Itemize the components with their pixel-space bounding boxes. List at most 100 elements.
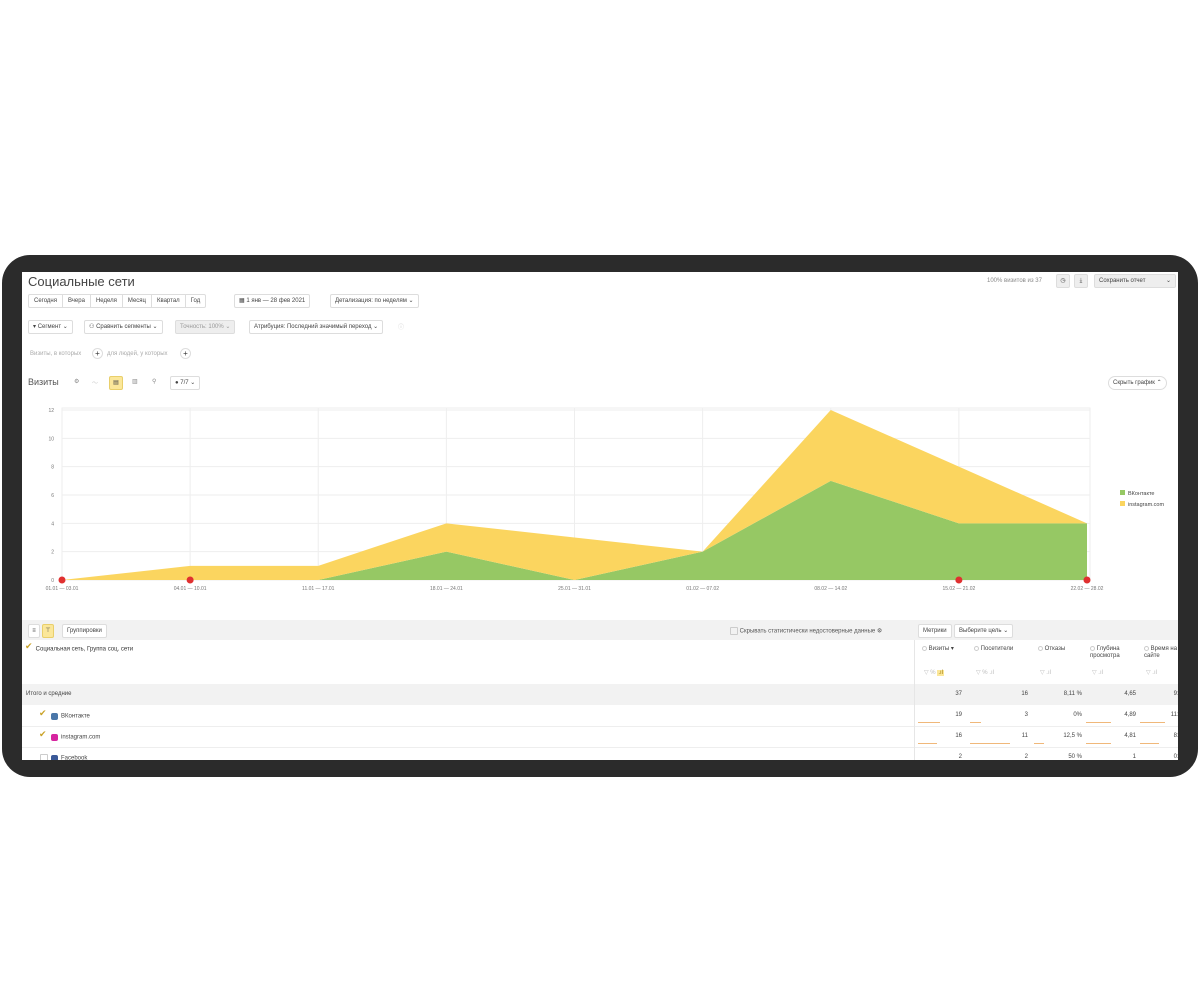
row-checkbox[interactable] — [39, 708, 48, 720]
annotation-marker — [186, 576, 194, 584]
y-tick-label: 6 — [51, 493, 54, 499]
column-header[interactable]: Посетители — [974, 646, 1032, 653]
row-checkbox[interactable] — [40, 754, 48, 760]
dimension-header-label: Социальная сеть, Группа соц. сети — [35, 646, 134, 653]
detail-label: Детализация: по неделям — [335, 298, 407, 304]
filter-icon[interactable]: ▽ — [1040, 670, 1045, 676]
area-chart-icon: ▤ — [113, 380, 119, 386]
save-report-label: Сохранить отчет — [1099, 278, 1146, 284]
area-chart: 0 2 4 6 8 10 12 01.01 — 03.01 04.01 — 10.01 11.01… — [46, 407, 1164, 592]
segment-label: Сегмент — [37, 324, 62, 330]
column-tools: ▽ .ıl — [1146, 669, 1157, 676]
attribution-label: Атрибуция: Последний значимый переход — [254, 324, 372, 330]
column-select-radio[interactable] — [1038, 646, 1043, 651]
x-tick-label: 08.02 — 14.02 — [814, 586, 847, 592]
map-icon[interactable]: ⚲ — [152, 379, 157, 385]
segment-button[interactable]: ▾ Сегмент ⌄ — [28, 320, 73, 334]
hide-chart-button[interactable]: Скрыть график ⌃ — [1108, 376, 1167, 390]
compare-segments-button[interactable]: ⚇ Сравнить сегменты ⌄ — [84, 320, 163, 334]
value-bar — [970, 743, 1011, 744]
table-row[interactable] — [22, 727, 1178, 748]
hide-unreliable-toggle[interactable]: Скрывать статистически недостоверные дан… — [730, 627, 882, 635]
row-cell: 16 — [955, 733, 962, 739]
row-cell: 1 — [1132, 754, 1136, 760]
bar-display-icon[interactable]: .ıl — [937, 670, 944, 676]
dimension-checkbox[interactable] — [25, 641, 34, 653]
row-label: ВКонтакте — [39, 708, 90, 720]
tree-view-button[interactable]: ⊤ — [42, 624, 54, 638]
y-tick-label: 0 — [51, 578, 54, 584]
period-today[interactable]: Сегодня — [29, 295, 63, 307]
info-icon: ⓘ — [398, 325, 405, 331]
bar-display-icon[interactable]: .ıl — [989, 670, 994, 676]
column-select-radio[interactable] — [1090, 646, 1095, 651]
filter-icon[interactable]: ▽ — [1146, 670, 1151, 676]
period-year[interactable]: Год — [190, 298, 201, 304]
date-range-button[interactable]: ▦ 1 янв — 28 фев 2021 — [234, 294, 311, 308]
column-header-label: Время на сайте — [1144, 646, 1178, 660]
percent-icon[interactable]: % — [930, 670, 936, 676]
y-tick-label: 10 — [48, 436, 54, 442]
row-cell: 0% — [1073, 712, 1082, 718]
row-checkbox[interactable] — [39, 729, 48, 741]
flat-view-button[interactable]: ≡ — [28, 624, 40, 638]
bar-display-icon[interactable]: .ıl — [1098, 670, 1103, 676]
table-row[interactable] — [22, 706, 1178, 727]
column-header[interactable]: Глубина просмотра — [1090, 646, 1140, 660]
value-bar — [970, 722, 982, 723]
filter-icon[interactable]: ▽ — [924, 670, 929, 676]
settings-icon[interactable]: ⚙ — [876, 628, 883, 635]
detail-dropdown[interactable]: Детализация: по неделям ⌄ — [330, 294, 419, 308]
add-visit-filter-button[interactable]: + — [92, 348, 103, 359]
download-button[interactable]: ⤓ — [1074, 274, 1088, 288]
metrics-button[interactable]: Метрики — [918, 624, 952, 638]
area-chart-button[interactable]: ▤ — [109, 376, 123, 390]
filter-icon[interactable]: ▽ — [976, 670, 981, 676]
column-header[interactable]: Визиты ▾ — [922, 646, 966, 653]
accuracy-dropdown[interactable]: Точность: 100% ⌄ — [175, 320, 236, 334]
row-cell: 2 — [958, 754, 962, 760]
groupings-button[interactable]: Группировки — [62, 624, 107, 638]
download-icon: ⤓ — [1079, 278, 1083, 284]
filter-icon[interactable]: ▽ — [1092, 670, 1097, 676]
bar-display-icon[interactable]: .ıl — [1152, 670, 1157, 676]
period-week[interactable]: Неделя — [91, 295, 123, 307]
column-select-radio[interactable] — [922, 646, 927, 651]
bar-chart-icon[interactable]: ▥ — [132, 379, 138, 385]
column-select-radio[interactable] — [1144, 646, 1149, 651]
column-header[interactable]: Время на сайте — [1144, 646, 1178, 660]
percent-icon[interactable]: % — [982, 670, 988, 676]
value-bar — [1140, 722, 1166, 723]
legend-swatch — [1120, 490, 1125, 495]
x-tick-label: 18.01 — 24.01 — [430, 586, 463, 592]
value-bar — [1086, 743, 1111, 744]
period-yesterday[interactable]: Вчера — [63, 295, 91, 307]
scale-dropdown[interactable]: ● 7/7 ⌄ — [170, 376, 201, 390]
attribution-dropdown[interactable]: Атрибуция: Последний значимый переход ⌄ — [249, 320, 384, 334]
hide-unreliable-checkbox[interactable] — [730, 627, 738, 635]
vk-icon — [51, 712, 58, 720]
chevron-down-icon: ⌄ — [408, 298, 414, 304]
period-quarter[interactable]: Квартал — [152, 295, 186, 307]
annotation-marker — [58, 576, 66, 584]
column-select-radio[interactable] — [974, 646, 979, 651]
x-tick-label: 22.02 — 28.02 — [1071, 586, 1104, 592]
dimension-header[interactable]: Социальная сеть, Группа соц. сети — [25, 641, 134, 653]
visits-filter-label: Визиты, в которых — [30, 351, 82, 357]
bar-display-icon[interactable]: .ıl — [1046, 670, 1051, 676]
column-tools: ▽ .ıl — [1092, 669, 1103, 676]
add-people-filter-button[interactable]: + — [180, 348, 191, 359]
legend-label: instagram.com — [1128, 502, 1164, 508]
line-chart-icon[interactable]: 〜 — [92, 381, 99, 387]
row-label: instagram.com — [39, 729, 100, 741]
period-month[interactable]: Месяц — [123, 295, 152, 307]
history-button[interactable]: ◷ — [1056, 274, 1070, 288]
goal-dropdown[interactable]: Выберите цель ⌄ — [954, 624, 1014, 638]
value-bar — [918, 722, 941, 723]
row-cell: 8:1 — [1173, 733, 1178, 739]
save-report-button[interactable]: Сохранить отчет ⌄ — [1094, 274, 1176, 288]
row-label: Facebook — [40, 754, 87, 760]
legend-swatch — [1120, 501, 1125, 506]
settings-icon[interactable]: ⚙ — [74, 379, 80, 385]
column-header[interactable]: Отказы — [1038, 646, 1086, 653]
